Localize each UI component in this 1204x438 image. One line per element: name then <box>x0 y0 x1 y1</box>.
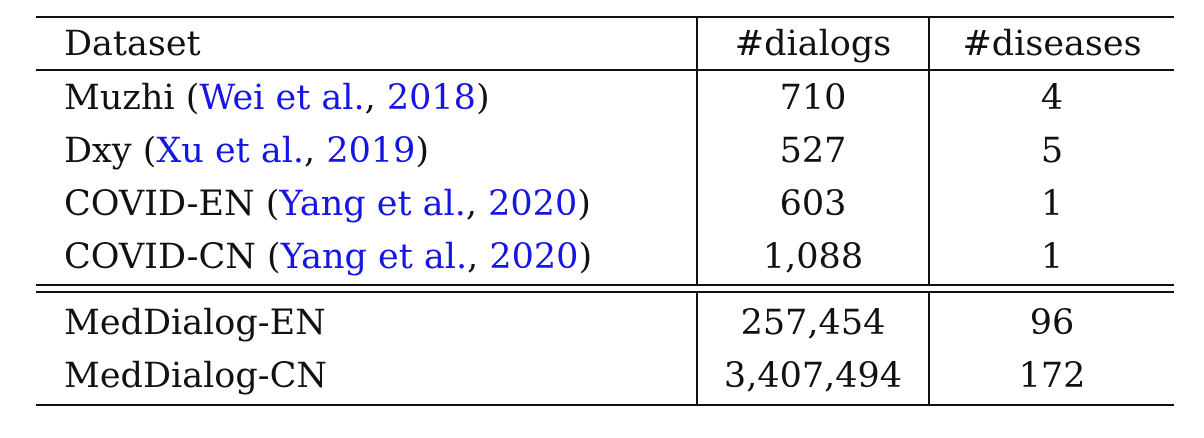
citation-authors-link[interactable]: Yang et al. <box>280 237 468 277</box>
header-dialogs: #dialogs <box>734 24 892 64</box>
citation-year-link[interactable]: 2020 <box>488 184 578 224</box>
dataset-name: Dxy <box>64 131 132 171</box>
citation-year-link[interactable]: 2019 <box>326 131 416 171</box>
dataset-name: COVID-EN <box>64 184 255 224</box>
dataset-name: MedDialog-CN <box>64 356 327 396</box>
dialogs-count: 527 <box>779 131 847 171</box>
bottom-rule <box>36 404 1174 406</box>
top-rule <box>36 16 1174 18</box>
dataset-name: Muzhi <box>64 78 175 118</box>
diseases-count: 172 <box>1018 356 1086 396</box>
dialogs-count: 3,407,494 <box>723 356 903 396</box>
midrule-lower <box>36 291 1174 293</box>
dataset-name-cell: COVID-EN (Yang et al., 2020) <box>64 184 591 224</box>
dataset-name: COVID-CN <box>64 237 256 277</box>
citation-year-link[interactable]: 2018 <box>386 78 476 118</box>
diseases-count: 96 <box>1029 303 1075 343</box>
dialogs-count: 257,454 <box>740 303 886 343</box>
diseases-count: 5 <box>1040 131 1064 171</box>
column-divider-1-top <box>696 16 698 286</box>
dataset-name: MedDialog-EN <box>64 303 326 343</box>
dialogs-count: 710 <box>779 78 847 118</box>
dataset-name-cell: COVID-CN (Yang et al., 2020) <box>64 237 593 277</box>
citation-authors-link[interactable]: Xu et al. <box>156 131 305 171</box>
citation-authors-link[interactable]: Yang et al. <box>279 184 466 224</box>
diseases-count: 4 <box>1040 78 1064 118</box>
column-divider-1-bottom <box>696 291 698 406</box>
dataset-name-cell: Muzhi (Wei et al., 2018) <box>64 78 490 118</box>
header-dataset: Dataset <box>64 24 201 64</box>
diseases-count: 1 <box>1040 237 1064 277</box>
citation-authors-link[interactable]: Wei et al. <box>199 78 365 118</box>
column-divider-2-bottom <box>928 291 930 406</box>
dialogs-count: 603 <box>779 184 847 224</box>
dataset-name-cell: Dxy (Xu et al., 2019) <box>64 131 430 171</box>
header-diseases: #diseases <box>962 24 1142 64</box>
header-rule <box>36 69 1174 71</box>
diseases-count: 1 <box>1040 184 1064 224</box>
dialogs-count: 1,088 <box>762 237 864 277</box>
midrule-upper <box>36 284 1174 286</box>
citation-year-link[interactable]: 2020 <box>489 237 579 277</box>
column-divider-2-top <box>928 16 930 286</box>
